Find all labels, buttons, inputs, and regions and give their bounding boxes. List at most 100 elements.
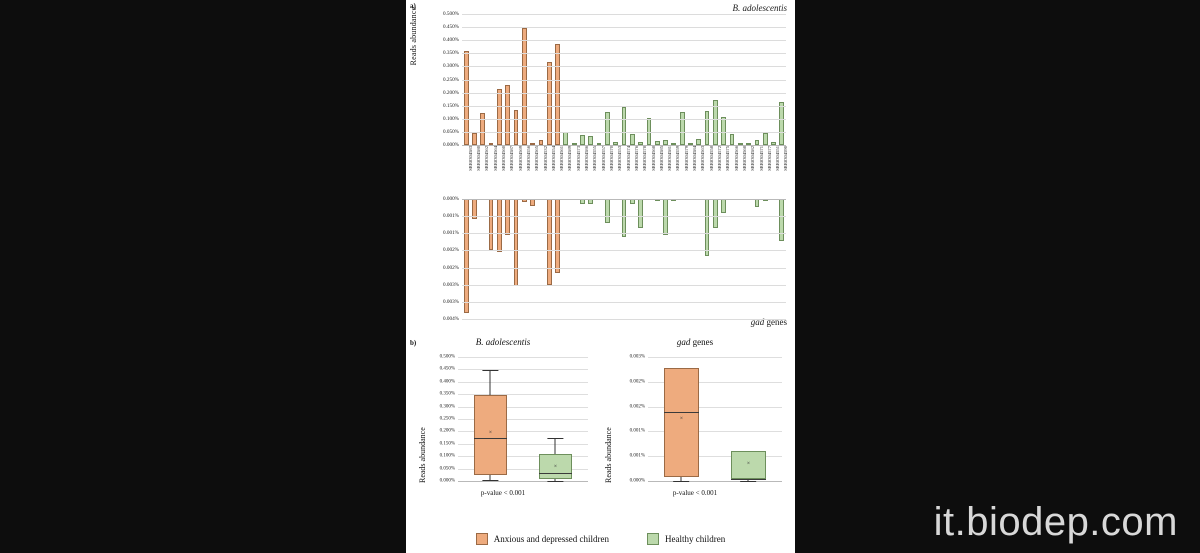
boxplot-gridline (648, 406, 782, 408)
panel-a-upper-gridline (462, 53, 786, 55)
panel-a-lower-bar (546, 199, 552, 285)
panel-a-x-label: SRR8304579 (683, 146, 689, 171)
boxplot-ytick: 0.150% (439, 441, 455, 447)
panel-a-upper-gridline (462, 14, 786, 15)
panel-a-x-label: SRR8304553 (617, 146, 623, 171)
panel-b-right-pvalue: p-value < 0.001 (672, 489, 718, 497)
boxplot-median-line (538, 473, 573, 475)
panel-a-lower-ytick: 0.002% (443, 247, 459, 254)
panel-a-upper-bar (538, 139, 544, 145)
boxplot-ytick: 0.300% (439, 404, 455, 410)
boxplot-ytick: 0.000% (629, 478, 645, 484)
panel-a-x-label: SRR8304578 (642, 146, 648, 171)
panel-a-upper-axis: 0.500% 0.450% 0.400% 0.350% 0.300% 0.250% 0.20… (443, 11, 786, 148)
panel-a-x-label: SRR8304559 (675, 146, 681, 171)
panel-a-upper-bar (546, 61, 552, 145)
boxplot-gridline (648, 357, 782, 358)
panel-a-x-label: SRR8304564 (492, 146, 498, 171)
boxplot-gridline (648, 381, 782, 383)
panel-a-title-gad-italic: gad (750, 317, 765, 327)
boxplot-whisker-cap (673, 481, 690, 482)
panel-a-upper-bar (613, 142, 619, 145)
boxplot-ytick: 0.200% (439, 428, 455, 434)
panel-a-x-label: SRR8304556 (525, 146, 531, 171)
panel-a-upper-ytick: 0.350% (443, 50, 459, 57)
panel-a-upper-ytick: 0.500% (443, 11, 459, 17)
panel-a-x-label: SRR8304575 (725, 146, 731, 171)
panel-a-x-label: SRR8304576 (633, 146, 639, 171)
panel-a-upper-ytick: 0.100% (443, 115, 459, 122)
boxplot-quartile-box (664, 368, 699, 477)
boxplot-gridline (458, 419, 588, 420)
boxplot-gridline (458, 381, 588, 383)
boxplot-whisker-cap (547, 481, 564, 482)
panel-a-x-label: SRR8304581 (667, 146, 673, 171)
panel-a-upper-ytick: 0.050% (443, 128, 459, 135)
panel-a-upper-bar (746, 143, 752, 145)
panel-a-upper-ytick: 0.200% (443, 89, 459, 96)
panel-b-left-title: B. adolescentis (412, 337, 594, 347)
boxplot-gridline (458, 468, 588, 470)
panel-a-x-axis-labels: SRR8304583 SRR8304580 SRR8304562 SRR8304564… (462, 146, 789, 186)
panel-a-upper-ytick: 0.300% (443, 63, 459, 70)
panel-b-left-plot-area: 0.500% 0.450% 0.400% 0.350% 0.300% 0.250% 0.20… (440, 355, 588, 484)
boxplot-ytick: 0.001% (629, 428, 645, 434)
panel-a-x-label: SRR8304580 (476, 146, 482, 171)
panel-a-title-b-adolescentis: B. adolescentis (732, 3, 788, 13)
legend-label-anxious: Anxious and depressed children (493, 534, 609, 544)
panel-a-x-label: SRR8304573 (575, 146, 581, 171)
panel-b-right-chart: gad genes Reads abundance 0.003% 0.002% 0.… (602, 337, 788, 512)
boxplot-ytick: 0.002% (629, 404, 645, 410)
legend-item-healthy: Healthy children (647, 533, 725, 545)
panel-a-upper-ytick: 0.250% (443, 76, 459, 83)
panel-a-upper-bar (571, 143, 577, 145)
panel-a-lower-bar (779, 199, 785, 241)
boxplot-ytick: 0.002% (629, 379, 645, 385)
boxplot-ytick: 0.001% (629, 453, 645, 459)
panel-a-upper-bar (580, 135, 585, 145)
panel-a-x-label: SRR8304555 (592, 146, 598, 171)
panel-a-x-label: SRR8304574 (625, 146, 631, 171)
panel-a-upper-bar (654, 141, 660, 145)
panel-a-lower-bar (513, 199, 519, 286)
boxplot-gridline (648, 456, 782, 458)
boxplot-box: × (664, 357, 699, 482)
panel-a-lower-gridline (462, 250, 786, 252)
panel-a-x-label: SRR8304560 (500, 146, 506, 171)
panel-a-upper-bar (671, 143, 677, 145)
panel-a-x-label: SRR8304562 (484, 146, 490, 171)
panel-a-upper-bar (488, 143, 494, 145)
panel-a-upper-bar (496, 88, 502, 145)
panel-a-upper-bar (513, 110, 519, 145)
panel-a-x-label: SRR8304571 (758, 146, 764, 171)
legend-swatch-anxious-icon (475, 533, 488, 545)
panel-a-x-label: SRR8304568 (741, 146, 747, 171)
panel-a-lower-bar (704, 199, 710, 256)
panel-a-title-gad-genes: gad genes (751, 317, 787, 327)
panel-a-upper-bar (696, 138, 702, 145)
panel-a-x-label: SRR8304587 (509, 146, 515, 171)
boxplot-box: × (538, 357, 573, 482)
panel-a: a) B. adolescentis gad genes Reads abund… (406, 0, 795, 333)
panel-a-lower-bar (754, 199, 760, 207)
panel-a-upper-ytick: 0.000% (443, 142, 459, 148)
panel-b-tag: b) (410, 339, 417, 347)
boxplot-median-line (664, 411, 699, 413)
boxplot-whisker-cap (482, 480, 499, 482)
panel-a-lower-gridline (462, 319, 786, 320)
boxplot-median-line (473, 438, 508, 440)
panel-a-x-label: SRR8304551 (775, 146, 781, 171)
panel-a-x-label: SRR8304572 (716, 146, 722, 171)
panel-a-x-label: SRR8304586 (584, 146, 590, 171)
panel-a-upper-ytick: 0.400% (443, 37, 459, 44)
panel-a-upper-gridline (462, 92, 786, 94)
panel-a-x-label: SRR8304584 (692, 146, 698, 171)
panel-a-upper-bar (472, 133, 477, 145)
panel-b-left-chart: B. adolescentis Reads abundance 0.500% 0.… (412, 337, 594, 512)
panel-a-upper-gridline (462, 145, 786, 146)
boxplot-box: × (473, 357, 508, 482)
panel-a-upper-bar (771, 141, 776, 145)
panel-a-upper-bar (762, 133, 768, 145)
boxplot-whisker-cap (482, 370, 499, 372)
panel-a-lower-axis: 0.000% 0.001% 0.001% 0.002% 0.002% 0.003% 0.00… (443, 196, 786, 322)
